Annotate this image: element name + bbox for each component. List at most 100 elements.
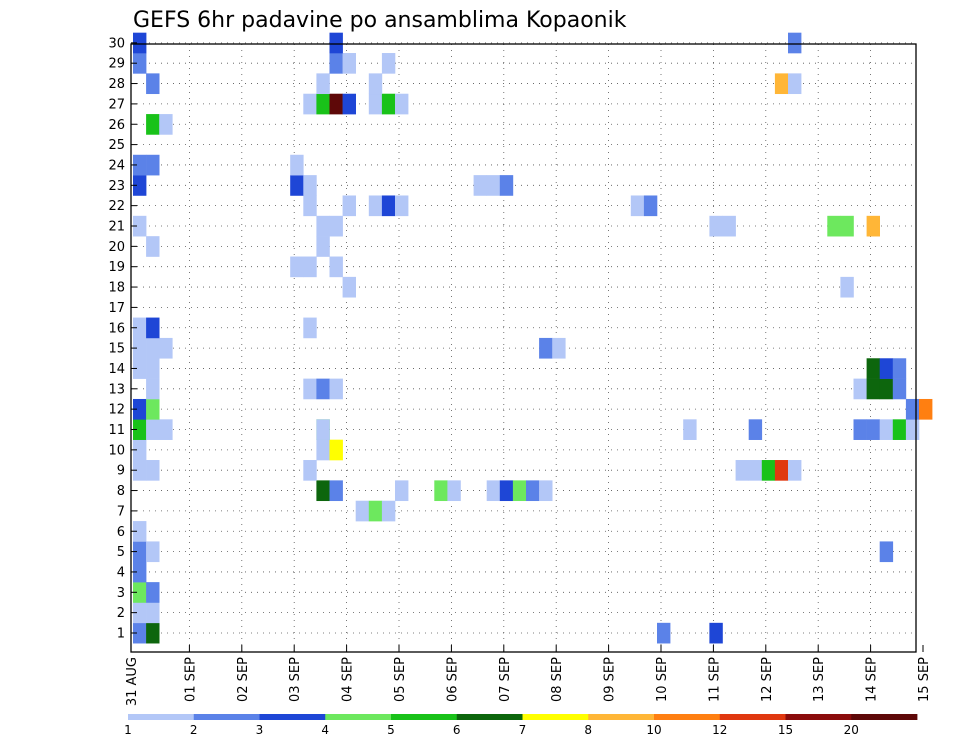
- heatmap-cell: [395, 480, 409, 502]
- heatmap-cell: [840, 215, 854, 237]
- heatmap-cell: [788, 460, 802, 481]
- heatmap-cell: [316, 439, 330, 461]
- x-tick-label: 01 SEP: [183, 657, 198, 702]
- heatmap-cell: [643, 195, 658, 217]
- heatmap-cell: [133, 439, 147, 461]
- y-tick-label: 7: [117, 504, 125, 519]
- colorbar-label: 12: [712, 723, 727, 737]
- heatmap-cell: [133, 337, 147, 359]
- x-tick-label: 02 SEP: [236, 657, 251, 702]
- x-tick-label: 09 SEP: [603, 657, 618, 702]
- heatmap-cell: [146, 154, 160, 176]
- x-tick-label: 08 SEP: [550, 657, 565, 702]
- heatmap-cell: [133, 32, 147, 54]
- x-tick-label: 10 SEP: [655, 657, 670, 702]
- y-tick-label: 10: [108, 443, 125, 458]
- heatmap-cell: [788, 32, 802, 54]
- heatmap-cell: [303, 175, 317, 196]
- heatmap-cell: [133, 53, 147, 74]
- heatmap-cell: [840, 276, 854, 298]
- y-tick-label: 9: [117, 464, 125, 479]
- heatmap-cell: [539, 337, 553, 359]
- x-tick-label: 04 SEP: [341, 657, 356, 702]
- heatmap-cell: [630, 195, 645, 217]
- heatmap-cell: [146, 622, 160, 644]
- heatmap-cell: [381, 93, 396, 115]
- heatmap-cell: [473, 175, 487, 196]
- heatmap-cell: [709, 622, 723, 644]
- heatmap-cell: [342, 53, 356, 74]
- heatmap-cell: [853, 419, 867, 440]
- heatmap-cell: [303, 378, 317, 400]
- heatmap-cell: [290, 175, 304, 196]
- heatmap-cell: [486, 175, 501, 196]
- y-tick-label: 26: [108, 118, 125, 133]
- heatmap-cell: [853, 378, 867, 400]
- heatmap-cell: [290, 154, 304, 176]
- heatmap-cell: [133, 561, 147, 583]
- heatmap-cell: [892, 419, 907, 440]
- heatmap-cell: [499, 175, 514, 196]
- heatmap-cell: [159, 419, 173, 440]
- heatmap-cell: [329, 215, 343, 237]
- heatmap-cell: [303, 195, 317, 217]
- colorbar-segment: [456, 714, 523, 720]
- heatmap-cell: [329, 256, 343, 278]
- heatmap-cell: [146, 541, 160, 563]
- heatmap-cell: [316, 378, 330, 400]
- heatmap-cell: [879, 419, 894, 440]
- heatmap-cell: [159, 337, 173, 359]
- y-tick-label: 14: [108, 362, 125, 377]
- heatmap-cell: [761, 460, 776, 481]
- colorbar-label: 15: [778, 723, 793, 737]
- heatmap-cell: [355, 500, 370, 522]
- colorbar-segment: [128, 714, 195, 720]
- heatmap-cell: [434, 480, 448, 502]
- heatmap-cell: [381, 53, 396, 74]
- x-tick-label: 11 SEP: [707, 657, 722, 702]
- y-tick-label: 16: [108, 321, 125, 336]
- heatmap-cell: [774, 73, 789, 95]
- heatmap-cell: [539, 480, 553, 502]
- heatmap-cell: [146, 317, 160, 339]
- y-tick-label: 15: [108, 342, 125, 357]
- x-tick-label: 12 SEP: [760, 657, 775, 702]
- grid-lines: [131, 42, 916, 652]
- heatmap-cell: [316, 215, 330, 237]
- y-tick-label: 22: [108, 199, 125, 214]
- colorbar-label: 4: [321, 723, 329, 737]
- heatmap-cell: [395, 93, 409, 115]
- heatmap-cell: [368, 500, 383, 522]
- heatmap-cell: [512, 480, 527, 502]
- y-tick-label: 25: [108, 138, 125, 153]
- colorbar: 1 2 3 4 5 6 7 8 10 12 15 20: [124, 714, 918, 737]
- heatmap-cell: [303, 460, 317, 481]
- heatmap-cell: [146, 602, 160, 624]
- x-tick-label: 31 AUG: [125, 657, 140, 706]
- heatmap-cell: [133, 602, 147, 624]
- heatmap-cell: [146, 236, 160, 257]
- heatmap-cell: [133, 175, 147, 196]
- colorbar-segment: [193, 714, 260, 720]
- y-tick-label: 4: [117, 565, 125, 580]
- heatmap-cell: [395, 195, 409, 217]
- heatmap-cell: [788, 73, 802, 95]
- colorbar-label: 6: [453, 723, 461, 737]
- heatmap-cell: [303, 93, 317, 115]
- heatmap-cell: [146, 378, 160, 400]
- heatmap-cell: [133, 521, 147, 542]
- y-tick-label: 11: [108, 423, 125, 438]
- heatmap-cell: [381, 195, 396, 217]
- x-tick-label: 03 SEP: [288, 657, 303, 702]
- heatmap-cell: [316, 73, 330, 95]
- heatmap-cell: [919, 398, 933, 420]
- heatmap-cell: [316, 419, 330, 440]
- heatmap-cell: [329, 480, 343, 502]
- x-tick-label: 07 SEP: [498, 657, 513, 702]
- heatmap-cell: [133, 215, 147, 237]
- heatmap-cell: [146, 114, 160, 135]
- heatmap-cell: [303, 317, 317, 339]
- heatmap-cell: [905, 419, 920, 440]
- heatmap-cell: [657, 622, 671, 644]
